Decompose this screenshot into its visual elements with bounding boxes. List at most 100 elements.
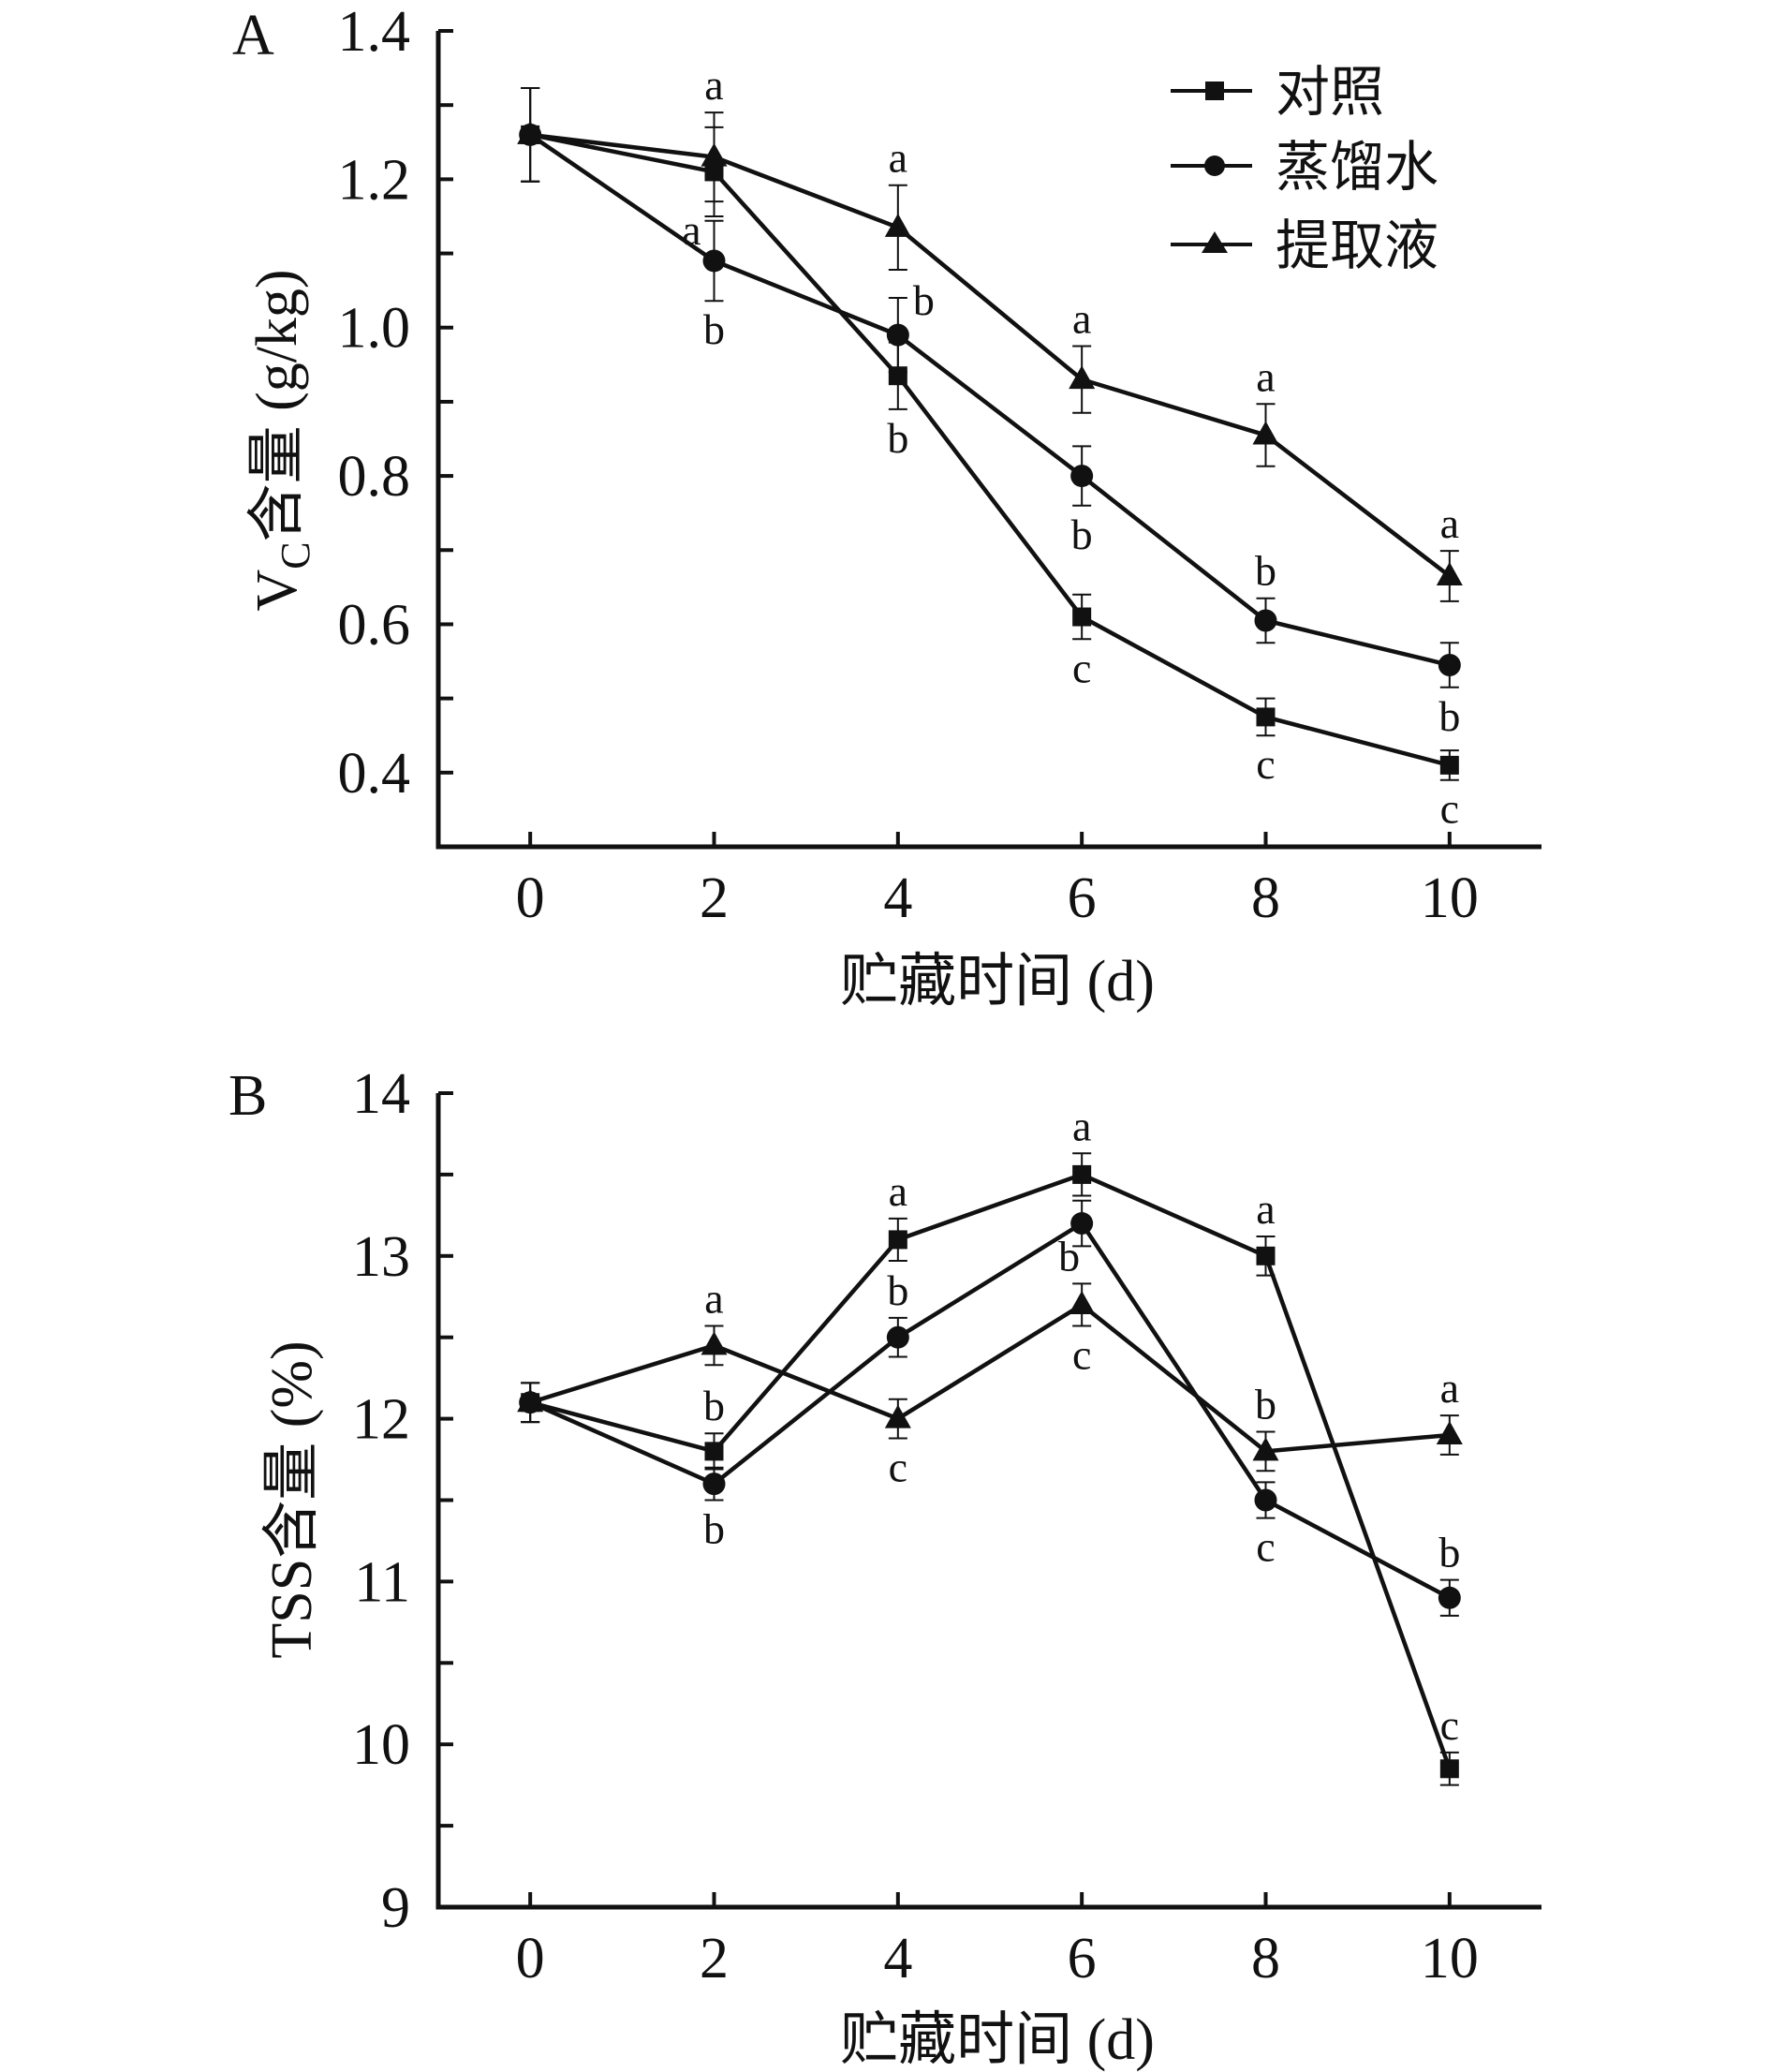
significance-letter: b: [1255, 547, 1276, 595]
data-point-circle: [1438, 654, 1461, 677]
significance-letter: b: [703, 1382, 725, 1429]
y-title-rest: 含量 (g/kg): [245, 269, 309, 541]
x-tick-label: 0: [516, 1927, 545, 1991]
series-triangle: [517, 86, 1463, 602]
data-point-circle: [1070, 465, 1094, 488]
data-point-triangle: [517, 1388, 544, 1413]
series-line: [529, 132, 1451, 768]
panel-a-letter: A: [232, 4, 274, 67]
y-tick-label: 1.0: [338, 297, 411, 361]
x-tick-label: 0: [516, 866, 545, 930]
legend-label: 对照: [1276, 62, 1384, 123]
panel-a-y-axis-title: VC含量 (g/kg): [245, 269, 318, 611]
x-tick-label: 6: [1068, 1927, 1097, 1991]
series-line: [529, 1302, 1451, 1454]
data-point-square: [704, 1442, 724, 1461]
y-tick-label: 0.8: [338, 445, 411, 509]
significance-letter: a: [889, 1167, 907, 1215]
data-point-triangle: [884, 213, 911, 237]
significance-letter: c: [1440, 1701, 1459, 1749]
panel-a: A 贮藏时间 (d) VC含量 (g/kg) 0.4 0.6 0.8 1.0 1.2 1.…: [232, 0, 1541, 1014]
x-tick-label: 10: [1421, 866, 1479, 930]
legend: 对照 蒸馏水 提取液: [1171, 62, 1438, 276]
data-point-circle: [1254, 1488, 1277, 1512]
y-tick-label: 9: [381, 1876, 410, 1940]
significance-letter: c: [1256, 1523, 1275, 1571]
legend-item-extract: 提取液: [1171, 215, 1438, 276]
y-title-subscript: C: [273, 541, 318, 569]
square-marker-icon: [1205, 81, 1224, 100]
data-point-circle: [886, 1325, 909, 1349]
significance-letter: b: [887, 414, 908, 462]
data-point-circle: [1438, 1586, 1461, 1609]
panel-b: B 贮藏时间 (d) TSS含量 (%) 9 10 11 12 13 14 0 2 4 6 8 10 a…: [229, 1062, 1541, 2072]
data-point-triangle: [1069, 365, 1096, 390]
series-line: [529, 1172, 1452, 1770]
data-point-triangle: [1436, 1420, 1463, 1444]
data-point-square: [1072, 1164, 1092, 1184]
y-tick-label: 10: [352, 1713, 410, 1777]
y-tick-label: 12: [352, 1388, 410, 1452]
significance-letter: b: [703, 305, 725, 353]
panel-a-x-axis-title: 贮藏时间 (d): [840, 950, 1155, 1014]
significance-letter: c: [1072, 1331, 1091, 1379]
data-point-triangle: [1252, 1437, 1279, 1461]
series-line: [528, 132, 1451, 668]
legend-label: 蒸馏水: [1276, 137, 1438, 198]
series-triangle: [517, 1282, 1463, 1473]
panel-b-y-axis-title: TSS含量 (%): [260, 1340, 324, 1658]
y-tick-label: 0.4: [338, 742, 411, 806]
data-point-circle: [886, 323, 909, 347]
significance-letter: a: [1256, 352, 1275, 400]
data-point-triangle: [1252, 421, 1279, 445]
data-point-square: [1439, 1759, 1459, 1779]
significance-letter: a: [1256, 1185, 1275, 1233]
series-line: [529, 1221, 1451, 1600]
significance-letter: c: [889, 1443, 907, 1490]
data-point-circle: [1070, 1212, 1094, 1236]
panel-b-letter: B: [229, 1064, 267, 1128]
data-point-circle: [1254, 609, 1277, 632]
data-point-triangle: [1069, 1290, 1096, 1314]
data-point-circle: [702, 1473, 726, 1496]
data-point-triangle: [701, 1331, 728, 1355]
significance-letter: a: [682, 206, 701, 254]
legend-label: 提取液: [1276, 215, 1438, 276]
significance-letter: b: [913, 276, 935, 324]
significance-letter: b: [1438, 692, 1460, 740]
data-point-triangle: [517, 120, 544, 144]
significance-letter: a: [1072, 1102, 1091, 1149]
significance-letter: c: [1440, 785, 1459, 833]
data-point-square: [1256, 707, 1276, 727]
series-line: [529, 132, 1452, 578]
data-point-square: [1256, 1246, 1276, 1265]
y-tick-label: 1.2: [338, 148, 411, 212]
x-tick-label: 4: [883, 866, 912, 930]
x-tick-label: 8: [1251, 866, 1280, 930]
x-tick-label: 2: [700, 1927, 729, 1991]
data-point-circle: [702, 249, 726, 273]
data-point-square: [888, 1230, 907, 1250]
significance-letter: a: [1440, 499, 1459, 547]
series-square: [521, 1152, 1459, 1786]
significance-letter: a: [1440, 1364, 1459, 1412]
significance-letter: b: [703, 1505, 725, 1553]
x-tick-label: 10: [1421, 1927, 1479, 1991]
significance-letter: b: [1255, 1381, 1276, 1428]
significance-letter: b: [1438, 1529, 1460, 1576]
significance-letter: c: [1256, 740, 1275, 788]
significance-letter: a: [704, 1275, 723, 1323]
data-point-triangle: [884, 1404, 911, 1428]
panel-b-x-axis-title: 贮藏时间 (d): [840, 2008, 1155, 2072]
significance-letter: c: [1072, 644, 1091, 691]
data-point-triangle: [701, 142, 728, 167]
y-tick-label: 0.6: [338, 593, 411, 657]
x-tick-label: 4: [883, 1927, 912, 1991]
significance-letter: b: [887, 1266, 908, 1314]
significance-letter: a: [889, 134, 907, 182]
y-title-v: V: [245, 570, 309, 612]
y-tick-label: 11: [354, 1550, 410, 1614]
legend-item-distilled-water: 蒸馏水: [1171, 137, 1438, 198]
